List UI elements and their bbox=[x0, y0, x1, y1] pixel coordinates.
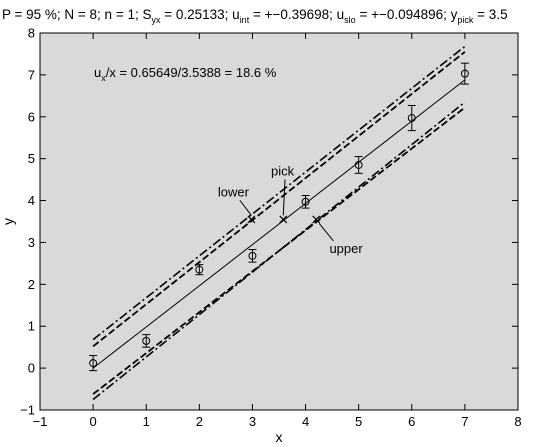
x-tick-label: 8 bbox=[514, 414, 521, 429]
x-tick-label: 4 bbox=[302, 414, 309, 429]
y-tick-label: 7 bbox=[28, 67, 35, 82]
header-uslo-val: = +−0.094896; y bbox=[356, 7, 458, 22]
series-layer bbox=[89, 45, 469, 401]
lower-label: lower bbox=[218, 184, 250, 199]
y-tick-label: 8 bbox=[28, 26, 35, 41]
data-point bbox=[354, 160, 363, 169]
y-tick-label: 3 bbox=[28, 235, 35, 250]
x-tick-label: 0 bbox=[89, 414, 96, 429]
x-tick-label: 7 bbox=[461, 414, 468, 429]
y-tick-label: 5 bbox=[28, 151, 35, 166]
pick-label: pick bbox=[271, 163, 295, 178]
upper-label: upper bbox=[329, 241, 363, 256]
axis-ticks: −1 0 1 2 3 4 5 6 7 8 −1 0 1 2 3 4 5 6 7 8 bbox=[20, 26, 521, 430]
data-point bbox=[301, 197, 310, 206]
header-syx-val: = 0.25133; u bbox=[160, 7, 239, 22]
x-axis-label: x bbox=[276, 429, 283, 445]
header-uslo-sub: slo bbox=[344, 15, 356, 25]
data-point bbox=[407, 114, 416, 123]
marker-stroke bbox=[279, 215, 288, 224]
pick-leader bbox=[282, 179, 286, 216]
header-syx-sub: yx bbox=[151, 15, 161, 25]
marker-stroke bbox=[312, 215, 321, 224]
header-ypick-sub: pick bbox=[457, 15, 474, 25]
upper-band-dashdot bbox=[92, 101, 466, 401]
y-tick-label: 1 bbox=[28, 319, 35, 334]
upper-leader bbox=[318, 223, 334, 242]
x-tick-label: 5 bbox=[355, 414, 362, 429]
header-uint-sub: int bbox=[240, 15, 250, 25]
data-point bbox=[195, 265, 204, 274]
x-tick-label: 6 bbox=[408, 414, 415, 429]
y-tick-label: −1 bbox=[20, 403, 35, 418]
annotation-x-sub: x bbox=[101, 73, 106, 83]
y-axis-label: y bbox=[0, 218, 16, 225]
x-tick-label: −1 bbox=[33, 414, 48, 429]
marker-stroke bbox=[247, 215, 256, 224]
x-tick-label: 3 bbox=[249, 414, 256, 429]
header-p-part: P = 95 %; N = 8; n = 1; S bbox=[2, 7, 151, 22]
annotation-rest: /x = 0.65649/3.5388 = 18.6 % bbox=[106, 65, 277, 80]
fit-line bbox=[92, 79, 466, 369]
data-point bbox=[460, 69, 469, 78]
marker-pick bbox=[279, 215, 288, 224]
marker-upper bbox=[312, 215, 321, 224]
lower-band-dashdot bbox=[92, 45, 466, 341]
y-tick-label: 0 bbox=[28, 361, 35, 376]
data-point bbox=[142, 336, 151, 345]
header-uint-val: = +−0.39698; u bbox=[249, 7, 344, 22]
y-tick-label: 6 bbox=[28, 109, 35, 124]
x-tick-label: 2 bbox=[196, 414, 203, 429]
data-point bbox=[248, 251, 257, 260]
uncertainty-annotation: ux/x = 0.65649/3.5388 = 18.6 % bbox=[94, 65, 277, 83]
x-tick-label: 1 bbox=[143, 414, 150, 429]
chart-header: P = 95 %; N = 8; n = 1; Syx = 0.25133; u… bbox=[2, 7, 508, 25]
lower-band-dashed bbox=[92, 51, 466, 348]
header-ypick-val: = 3.5 bbox=[473, 7, 507, 22]
annotation-u-part: u bbox=[94, 65, 101, 80]
lower-leader bbox=[239, 200, 252, 216]
plot-frame bbox=[39, 32, 519, 411]
y-tick-label: 4 bbox=[28, 193, 35, 208]
y-tick-label: 2 bbox=[28, 277, 35, 292]
marker-lower bbox=[247, 215, 256, 224]
data-point bbox=[89, 359, 98, 368]
